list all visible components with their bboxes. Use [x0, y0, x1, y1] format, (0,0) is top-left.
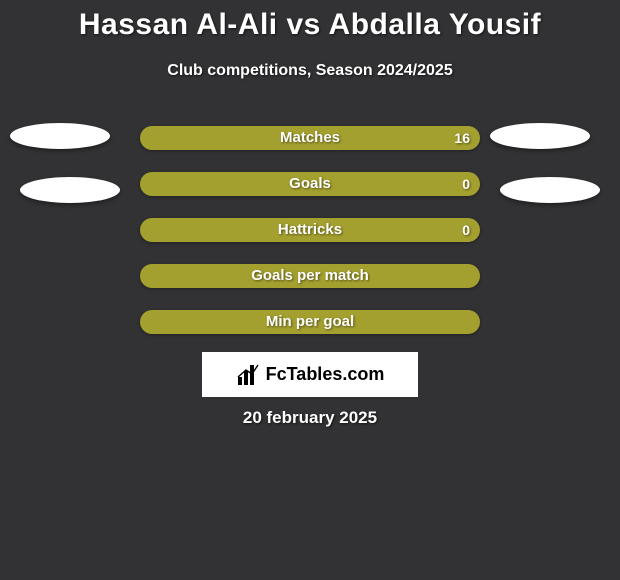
subtitle: Club competitions, Season 2024/2025 [0, 62, 620, 80]
player-ellipse [20, 177, 120, 203]
stat-bar-value-right: 16 [454, 126, 470, 150]
stat-bar-label: Goals per match [140, 264, 480, 288]
stat-bar-row: Matches16 [140, 126, 480, 150]
stat-bar-value-right: 0 [462, 172, 470, 196]
fctables-bars-icon [236, 363, 260, 387]
date-text: 20 february 2025 [0, 408, 620, 428]
player-ellipse [10, 123, 110, 149]
stat-bars: Matches16Goals0Hattricks0Goals per match… [140, 126, 480, 356]
stat-bar-value-right: 0 [462, 218, 470, 242]
stat-bar-row: Min per goal [140, 310, 480, 334]
stat-bar-row: Hattricks0 [140, 218, 480, 242]
player-ellipse [490, 123, 590, 149]
comparison-infographic: Hassan Al-Ali vs Abdalla Yousif Club com… [0, 0, 620, 580]
stat-bar-label: Min per goal [140, 310, 480, 334]
logo-text: FcTables.com [266, 364, 385, 385]
stat-bar-label: Goals [140, 172, 480, 196]
stat-bar-row: Goals per match [140, 264, 480, 288]
stat-bar-label: Hattricks [140, 218, 480, 242]
player-ellipse [500, 177, 600, 203]
page-title: Hassan Al-Ali vs Abdalla Yousif [0, 8, 620, 42]
stat-bar-label: Matches [140, 126, 480, 150]
stat-bar-row: Goals0 [140, 172, 480, 196]
logo-badge: FcTables.com [202, 352, 418, 397]
